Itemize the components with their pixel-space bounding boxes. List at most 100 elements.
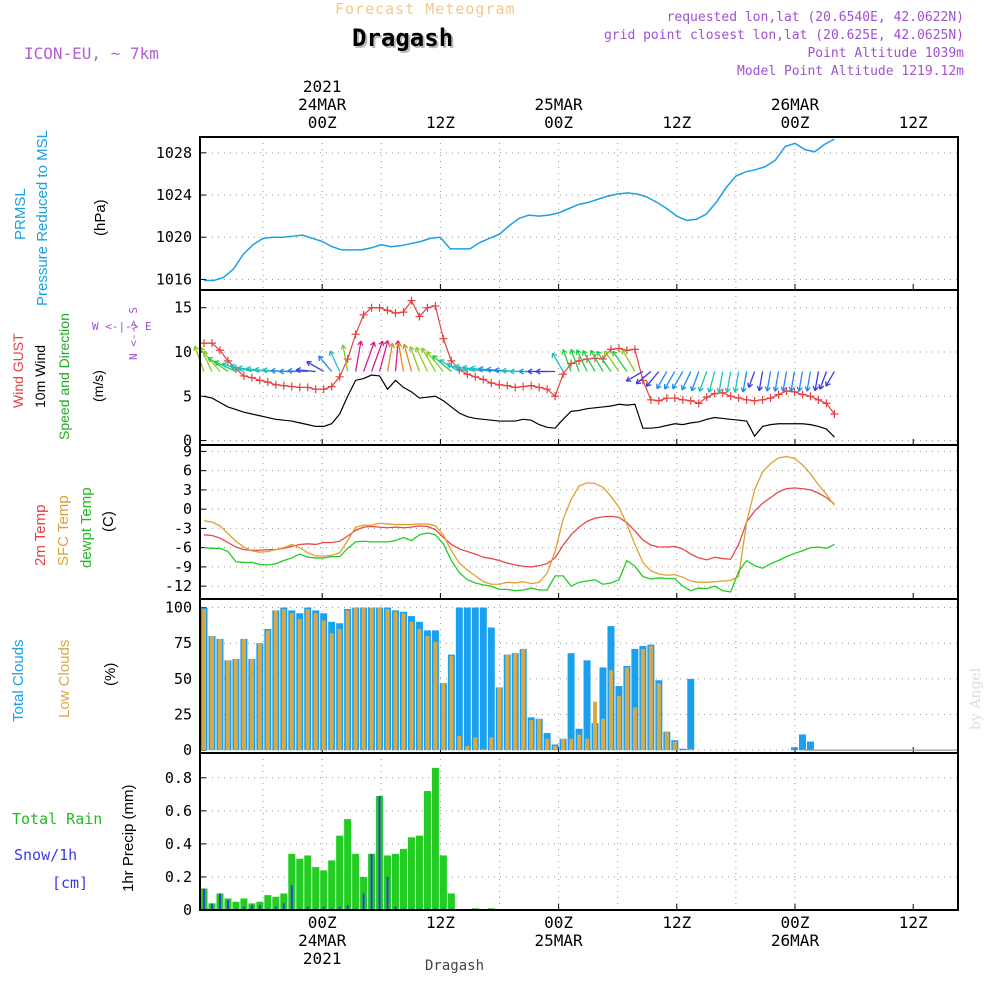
snow-bar [250,905,253,910]
low-cloud-bar [577,734,582,751]
low-cloud-bar [249,658,254,751]
wind-arrow-head [732,387,739,393]
gridpoint-location: grid point closest lon,lat (20.625E, 42.… [603,28,964,43]
rain-bar [352,853,360,910]
low-cloud-bar [537,718,542,751]
wind-arrow [370,340,384,372]
gust-marker [375,303,384,312]
wind-arrow-head [518,368,524,375]
low-cloud-bar [289,613,294,751]
low-cloud-bar [265,630,270,751]
wind-arrow-head [295,367,302,374]
gust-marker [319,385,328,394]
low-cloud-bar [353,607,358,751]
wind-arrow [378,340,389,372]
wind-arrow-head [402,343,409,350]
snow-bar [378,795,381,910]
rain-bar [320,870,328,910]
wind-arrow [386,343,394,372]
wind-arrow [576,349,588,372]
gust-marker [734,394,743,403]
low-cloud-bar [361,607,366,751]
wind-arrow-head [245,365,252,373]
rain-bar [439,855,447,910]
low-cloud-bar [481,748,486,751]
wind-arrow-head [202,351,209,358]
rain-bar [407,837,415,910]
wind-arrow [203,351,221,372]
wind-arrow-head [625,376,632,382]
wind-arrow-head [421,347,427,354]
wind-arrow-head [501,367,507,375]
wind-arrow-head [804,386,811,392]
wind-arrow-head [825,381,831,387]
wind-arrow [758,371,764,391]
wind-arrow [806,371,812,392]
total-cloud-bar [479,607,487,751]
panel-border-precip [199,752,959,911]
wind-arrow [409,346,421,372]
wind-arrow [207,356,229,373]
total-cloud-bar [455,607,463,751]
y-tick-label: 75 [174,634,192,652]
wind-arrow-head [509,368,515,375]
snow-bar [242,906,245,910]
wind-arrow [415,346,429,372]
low-cloud-bar [465,745,470,751]
y-tick-label: 15 [174,299,192,317]
low-cloud-bar [513,653,518,751]
wind-arrow [551,352,564,372]
low-cloud-bar [529,720,534,751]
gust-line [204,299,835,415]
gust-marker [790,387,799,396]
y-tick-label: 0.4 [165,835,192,853]
wind-arrow [635,370,652,385]
gust-marker [606,345,615,354]
low-cloud-bar [217,638,222,751]
wind-arrow-head [772,386,779,392]
snow-label: Snow/1h [14,846,78,864]
wind-arrow [748,371,756,388]
gust-marker [367,303,376,312]
y-tick-label: 0.6 [165,802,192,820]
bottom-time-label: 00Z [544,913,573,932]
low-cloud-bar [329,633,334,751]
low-cloud-bar [648,646,653,751]
gust-marker [215,346,224,355]
wind-arrow [306,361,325,373]
low-cloud-bar [257,643,262,751]
low-cloud-bar [369,607,374,751]
gust-marker [774,390,783,399]
rain-bar [280,893,288,910]
wind-arrow-head [551,352,558,359]
wind-arrow-head [388,342,395,349]
wind-arrow-head [724,387,731,393]
gust-marker [383,306,392,315]
wind-arrow [825,371,835,387]
wind-arrow [814,371,820,391]
low-cloud-bar [233,658,238,751]
bottom-time-label: 12Z [899,913,928,932]
wind-arrow-head [486,366,492,373]
wind-arrow-head [747,382,754,389]
wind-arrow-head [432,355,438,361]
gust-marker [766,394,775,403]
wind-arrow [681,371,692,391]
gust-marker [335,372,344,381]
chart-subtitle: Forecast Meteogram [335,0,516,18]
wind-arrow [718,371,724,393]
gust-marker [798,390,807,399]
top-time-label: 00Z [308,113,337,132]
gust-marker [255,376,264,385]
low-cloud-bar [385,608,390,751]
wind-arrow [774,371,780,392]
gust-marker [495,380,504,389]
wind-arrow [329,350,341,372]
bottom-time-label: 12Z [426,913,455,932]
top-time-label: 12Z [426,113,455,132]
gust-marker [471,372,480,381]
wind-arrow-head [229,363,236,370]
low-cloud-bar [305,608,310,751]
wind-arrow-head [213,360,220,366]
y-tick-label: 100 [165,599,192,617]
